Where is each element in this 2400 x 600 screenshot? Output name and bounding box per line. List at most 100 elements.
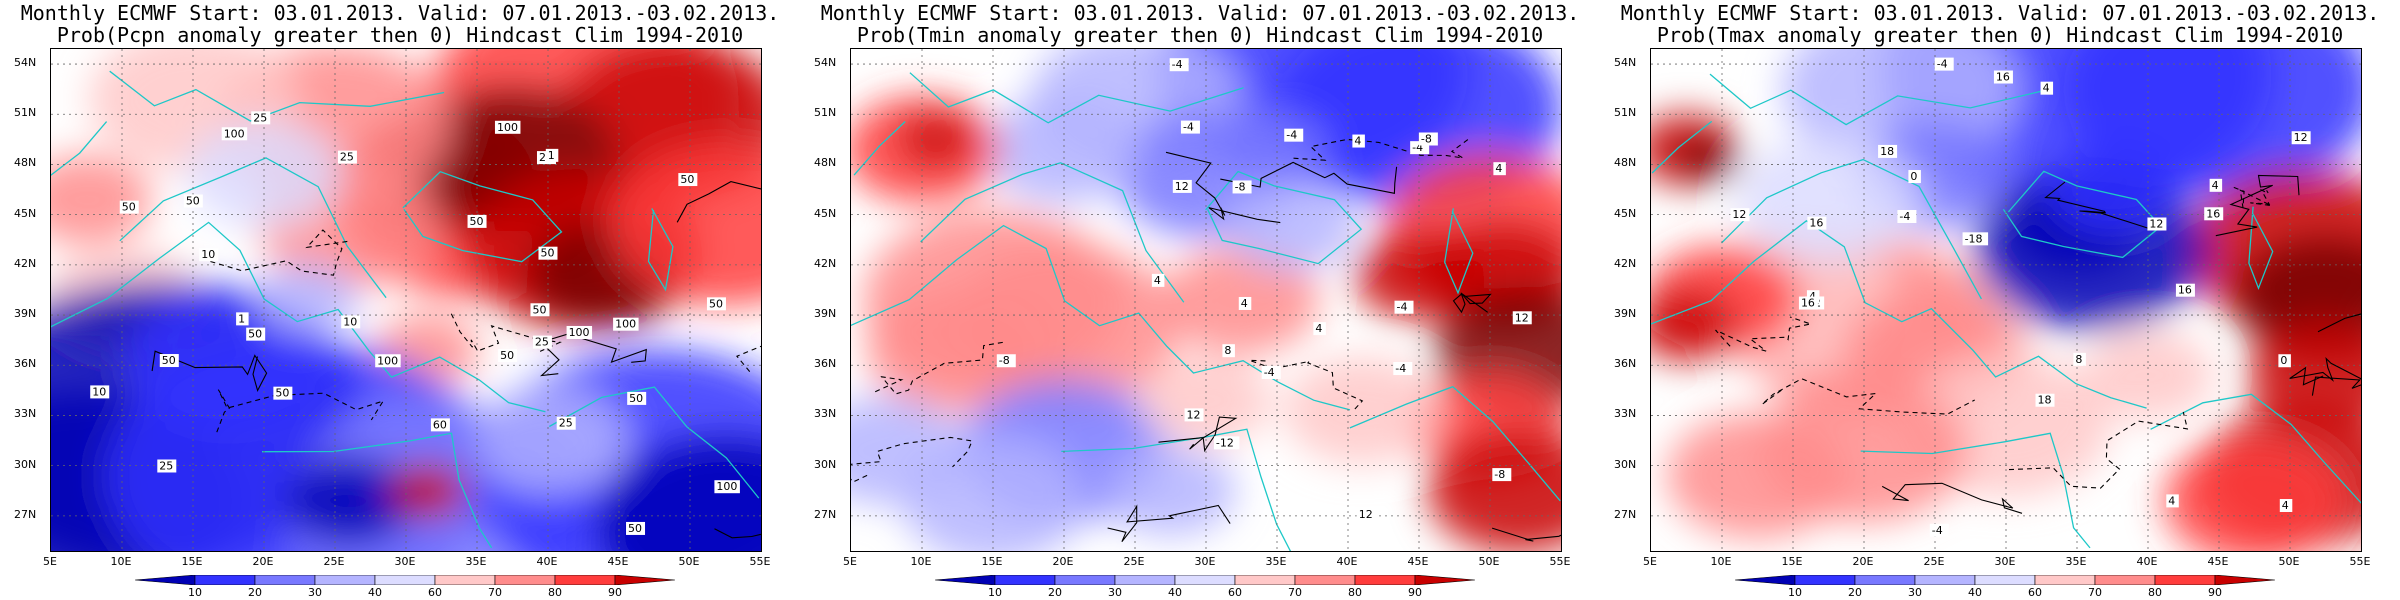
- contour-label-bg: [1908, 170, 1921, 184]
- contour-label: -8: [1494, 468, 1505, 481]
- coastline: [402, 170, 563, 263]
- colorbar-swatch: [374, 575, 436, 585]
- colorbar-label: 80: [1348, 586, 1362, 599]
- lon-tick-label: 35E: [1265, 555, 1287, 568]
- contour-label: 100: [615, 318, 636, 331]
- contour-label-bg: [1493, 162, 1506, 176]
- contour-label: 100: [224, 127, 245, 140]
- contour-label-bg: [1798, 296, 1818, 310]
- contour-label-bg: [2204, 207, 2224, 221]
- contour-label: 4: [1315, 322, 1322, 335]
- lon-tick-label: 20E: [1852, 555, 1874, 568]
- contour-label-bg: [626, 521, 646, 535]
- contour-label-bg: [221, 127, 248, 141]
- lat-tick-label: 42N: [814, 256, 837, 270]
- contour-label-bg: [996, 354, 1016, 368]
- coastline: [1349, 385, 1561, 502]
- contour-line: [1715, 316, 1813, 352]
- colorbar-swatch: [135, 575, 196, 585]
- contour-label-bg: [1313, 322, 1326, 336]
- lon-tick-label: 5E: [43, 555, 57, 568]
- lat-tick-label: 45N: [814, 206, 837, 220]
- lat-tick-label: 48N: [814, 156, 837, 170]
- colorbar-swatch: [1054, 575, 1116, 585]
- contour-label: 16: [1996, 71, 2010, 84]
- contour-label: 18: [1880, 145, 1894, 158]
- contour-label-bg: [199, 248, 219, 262]
- contour-line: [1107, 504, 1231, 543]
- contour-label: -8: [1421, 133, 1432, 146]
- lat-tick-label: 30N: [814, 457, 837, 471]
- contour-label-bg: [375, 354, 401, 368]
- contour-label: 18: [2038, 394, 2052, 407]
- contour-label: 50: [122, 201, 136, 214]
- panel-title-line2: Prob(Tmax anomaly greater then 0) Hindca…: [1656, 23, 2344, 47]
- contour-label-bg: [627, 391, 647, 405]
- contour-label-bg: [157, 459, 177, 473]
- lon-tick-label: 45E: [2207, 555, 2229, 568]
- lat-tick-label: 51N: [1614, 106, 1637, 120]
- contour-label: 12: [1175, 180, 1189, 193]
- contour-label-bg: [1213, 436, 1240, 450]
- map-panel-3: Monthly ECMWF Start: 03.01.2013. Valid: …: [1600, 0, 2400, 600]
- lon-tick-label: 5E: [1643, 555, 1657, 568]
- contour-line: [735, 345, 761, 372]
- contour-label-bg: [90, 385, 110, 399]
- contour-label-bg: [1151, 273, 1165, 287]
- contour-label-bg: [530, 303, 550, 317]
- contour-line: [1249, 359, 1364, 411]
- colorbar-label: 40: [1968, 586, 1982, 599]
- contour-label-bg: [2209, 178, 2223, 192]
- contour-label-bg: [538, 246, 558, 260]
- contour-label: 1: [238, 312, 245, 325]
- lat-tick-label: 27N: [1614, 507, 1637, 521]
- contour-label: -8: [1235, 180, 1246, 193]
- contour-label: 16: [2178, 284, 2192, 297]
- lat-tick-label: 42N: [14, 256, 37, 270]
- coastlines: [51, 70, 760, 549]
- lat-tick-label: 36N: [814, 357, 837, 371]
- contour-label-bg: [341, 315, 361, 329]
- coastline: [261, 432, 493, 549]
- lat-tick-label: 27N: [814, 507, 837, 521]
- contour-label: 4: [2282, 499, 2289, 512]
- contour-label-bg: [1934, 57, 1954, 71]
- contour-label-bg: [1232, 180, 1252, 194]
- colorbar-label: 70: [488, 586, 502, 599]
- colorbar: [935, 575, 1475, 585]
- lat-tick-label: 42N: [1614, 256, 1637, 270]
- contour-label: 25: [340, 151, 354, 164]
- lon-tick-label: 40E: [536, 555, 558, 568]
- colorbar-label: 20: [248, 586, 262, 599]
- coastline: [1444, 208, 1474, 295]
- contour-label-bg: [159, 354, 179, 368]
- contour-label: 4: [2212, 179, 2219, 192]
- contour-label: 10: [201, 248, 215, 261]
- colorbar: [135, 575, 675, 585]
- lon-tick-label: 35E: [465, 555, 487, 568]
- coastline: [647, 208, 674, 292]
- coastlines: [1651, 73, 2361, 549]
- contour-label: 10: [92, 385, 106, 398]
- colorbar-swatch: [494, 575, 556, 585]
- contour-line: [450, 313, 562, 352]
- contour-label-bg: [1418, 132, 1438, 146]
- lat-tick-label: 30N: [1614, 457, 1637, 471]
- colorbar-swatch: [1414, 575, 1475, 585]
- contour-line: [1491, 527, 1561, 542]
- lon-tick-label: 20E: [1052, 555, 1074, 568]
- contours: [851, 137, 1561, 543]
- contour-label-bg: [532, 335, 552, 349]
- colorbar-swatch: [2214, 575, 2275, 585]
- contour-label: 12: [1359, 508, 1373, 521]
- contour-label: 100: [716, 480, 737, 493]
- contour-line: [2215, 174, 2300, 237]
- colorbar-label: 10: [1788, 586, 1802, 599]
- contour-label: 25: [535, 336, 549, 349]
- probability-map: -12 -8 -4 -4 -4 4 -4 4 -8 -4 4 12 12 12 8 -8 -4 4 12 4 -4 -8: [850, 48, 1562, 552]
- contour-line: [210, 229, 349, 276]
- lon-tick-label: 30E: [394, 555, 416, 568]
